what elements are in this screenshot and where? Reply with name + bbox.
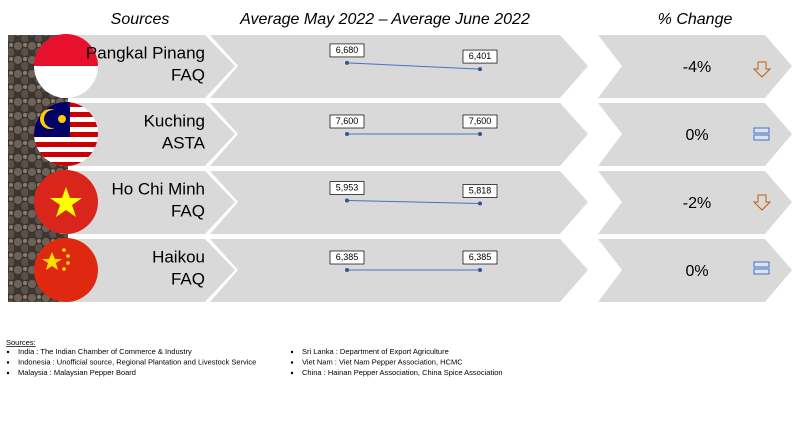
price-line: [346, 200, 481, 204]
footnote-item: China : Hainan Pepper Association, China…: [302, 368, 503, 377]
header-change: % Change: [658, 11, 733, 28]
bullet: [6, 371, 10, 375]
value-label-box: [329, 250, 365, 265]
value-label-box: [329, 181, 365, 195]
grade: FAQ: [171, 201, 205, 220]
down-arrow-icon: [752, 61, 772, 78]
value-label-box: [462, 49, 498, 64]
price-point: [478, 132, 482, 136]
footnote-item: Indonesia : Unofficial source, Regional …: [18, 357, 256, 366]
price-point: [345, 132, 349, 136]
bullet: [290, 361, 294, 364]
percent-change: 0%: [685, 127, 708, 144]
market-name: Ho Chi Minh: [111, 179, 205, 198]
value-label-box: [329, 114, 365, 129]
value-label: 6,680: [336, 45, 359, 55]
footnote-item: Malaysia : Malaysian Pepper Board: [18, 368, 136, 377]
price-point: [345, 268, 349, 272]
price-point: [345, 60, 349, 65]
footnote: Sources: India : The Indian Chamber of C…: [6, 338, 503, 377]
price-line: [346, 62, 481, 70]
down-arrow-icon: [752, 194, 772, 211]
flag-malaysia: [34, 102, 98, 166]
value-label: 7,600: [336, 116, 359, 126]
flag-china: [34, 238, 98, 302]
footnote-item: India : The Indian Chamber of Commerce &…: [18, 347, 192, 356]
grade: ASTA: [162, 133, 206, 152]
bullet: [6, 350, 10, 354]
value-label: 6,385: [469, 252, 492, 262]
bullet: [290, 350, 294, 354]
value-label: 6,401: [469, 51, 492, 61]
trend-icons: [752, 61, 772, 275]
header-period: Average May 2022 – Average June 2022: [239, 11, 530, 28]
bullet: [6, 361, 10, 364]
price-point: [478, 268, 482, 272]
market-name: Haikou: [152, 247, 205, 266]
flag-vietnam: [34, 170, 98, 234]
percent-change: -4%: [683, 59, 711, 76]
price-point: [478, 201, 482, 206]
grade: FAQ: [171, 65, 205, 84]
percent-change: -2%: [683, 195, 711, 212]
equal-icon: [753, 127, 770, 141]
value-label: 5,818: [469, 185, 492, 195]
grade: FAQ: [171, 269, 205, 288]
value-label: 5,953: [336, 182, 359, 192]
value-label: 6,385: [336, 252, 359, 262]
price-point: [478, 67, 482, 72]
percent-change: 0%: [685, 263, 708, 280]
price-point: [345, 198, 349, 203]
value-label: 7,600: [469, 116, 492, 126]
backgrounds: [8, 35, 792, 302]
footnote-title: Sources:: [6, 338, 36, 347]
value-label-box: [329, 43, 365, 58]
footnote-item: Sri Lanka : Department of Export Agricul…: [302, 347, 449, 356]
rows: Pangkal Pinang FAQ 6,680 6,401 -4% Kuching AST…: [86, 43, 711, 288]
bullet: [290, 371, 294, 375]
market-name: Pangkal Pinang: [86, 43, 205, 62]
header-sources: Sources: [111, 11, 170, 28]
market-name: Kuching: [144, 111, 205, 130]
equal-icon: [753, 261, 770, 275]
value-label-box: [462, 184, 498, 198]
footnote-item: Viet Nam : Viet Nam Pepper Association, …: [302, 357, 463, 366]
value-label-box: [462, 114, 498, 129]
value-label-box: [462, 250, 498, 265]
